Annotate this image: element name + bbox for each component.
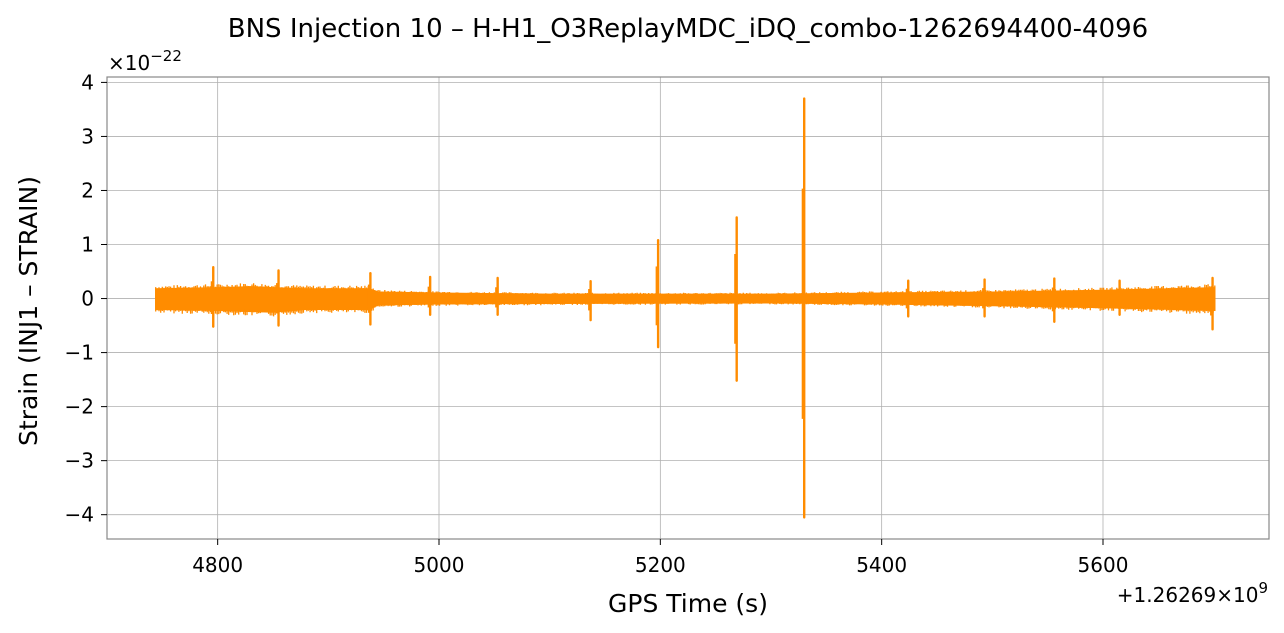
- y-tick-label: −1: [65, 341, 94, 365]
- svg-text:+1.26269×109: +1.26269×109: [1117, 579, 1268, 607]
- y-scale-exponent: −22: [150, 47, 182, 65]
- y-tick-label: −3: [65, 449, 94, 473]
- chart-title: BNS Injection 10 – H-H1_O3ReplayMDC_iDQ_…: [228, 14, 1148, 44]
- x-offset-factor: +1.26269×109: [1117, 579, 1268, 607]
- x-tick-label: 5600: [1078, 553, 1129, 577]
- x-tick-label: 4800: [192, 553, 243, 577]
- x-tick-label: 5200: [635, 553, 686, 577]
- x-tick-label: 5400: [856, 553, 907, 577]
- y-tick-label: 4: [81, 70, 94, 94]
- y-tick-label: −4: [65, 503, 94, 527]
- x-tick-label: 5000: [414, 553, 465, 577]
- y-tick-label: −2: [65, 395, 94, 419]
- y-scale-factor: ×10−22: [108, 47, 182, 75]
- y-tick-label: 2: [81, 178, 94, 202]
- y-tick-label: 3: [81, 124, 94, 148]
- svg-text:×10−22: ×10−22: [108, 47, 182, 75]
- y-axis-ticks: −4 −3 −2 −1 0 1 2 3 4: [65, 70, 107, 527]
- x-offset-exponent: 9: [1258, 579, 1268, 597]
- y-scale-base: ×10: [108, 51, 150, 75]
- strain-noise-texture: [155, 283, 1216, 317]
- y-tick-label: 0: [81, 287, 94, 311]
- plot-frame: [106, 76, 1270, 540]
- y-axis-label: Strain (INJ1 – STRAIN): [14, 176, 43, 446]
- series-group: [155, 97, 1216, 519]
- x-offset-base: +1.26269×10: [1117, 583, 1259, 607]
- x-axis-label: GPS Time (s): [608, 589, 768, 618]
- x-axis-ticks: 4800 5000 5200 5400 5600: [192, 539, 1128, 577]
- y-tick-label: 1: [81, 233, 94, 257]
